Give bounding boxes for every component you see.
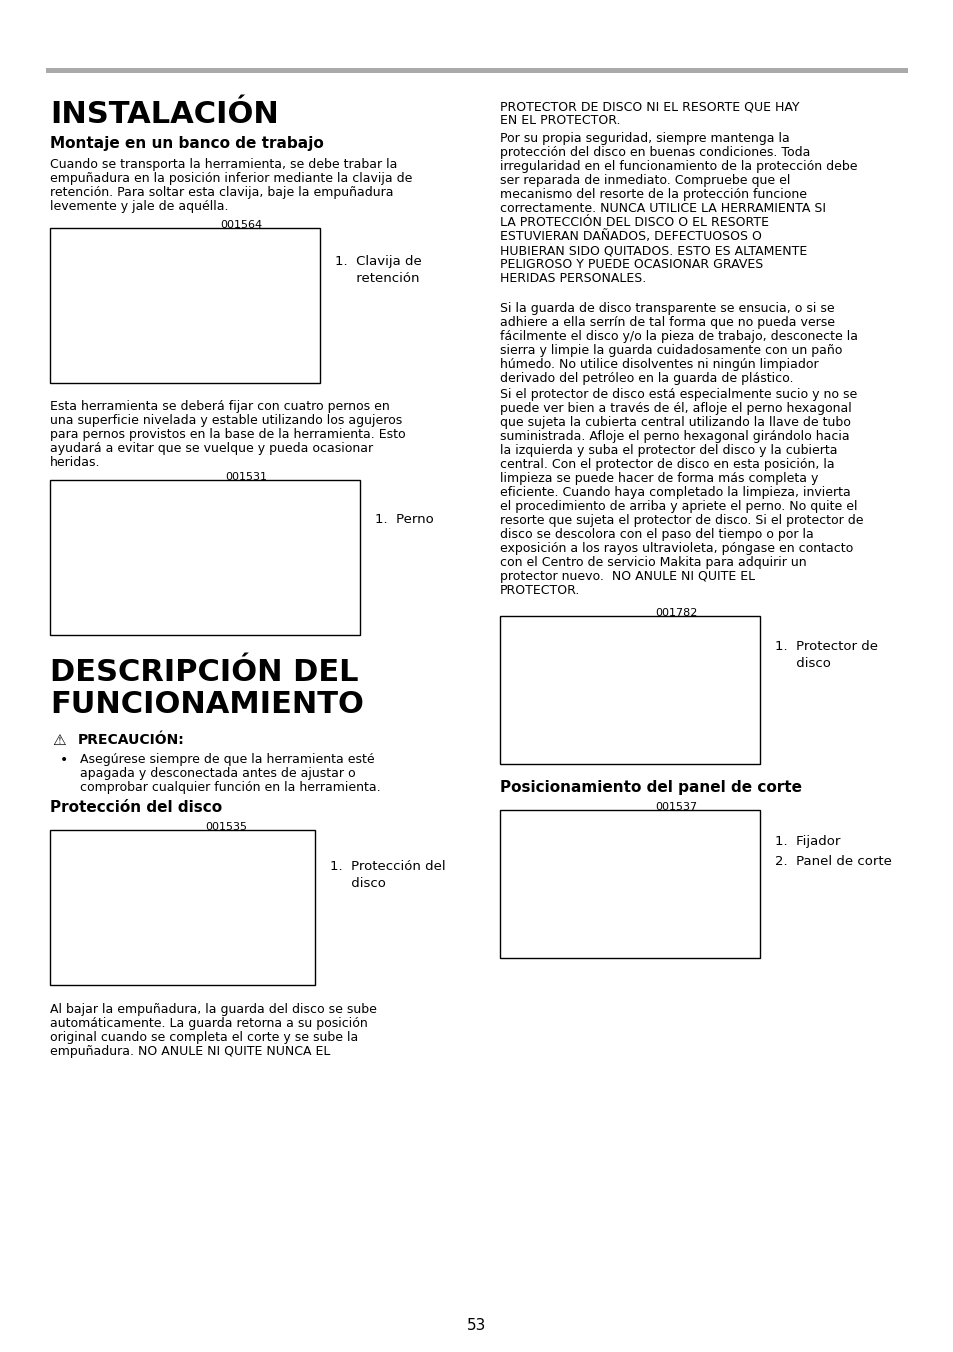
Text: FUNCIONAMIENTO: FUNCIONAMIENTO (50, 690, 363, 719)
Text: irregularidad en el funcionamiento de la protección debe: irregularidad en el funcionamiento de la… (499, 160, 857, 173)
Text: ser reparada de inmediato. Compruebe que el: ser reparada de inmediato. Compruebe que… (499, 174, 789, 187)
Text: eficiente. Cuando haya completado la limpieza, invierta: eficiente. Cuando haya completado la lim… (499, 485, 850, 499)
Text: original cuando se completa el corte y se sube la: original cuando se completa el corte y s… (50, 1032, 358, 1044)
Text: 1.  Fijador: 1. Fijador (774, 836, 840, 848)
Text: suministrada. Afloje el perno hexagonal girándolo hacia: suministrada. Afloje el perno hexagonal … (499, 430, 849, 443)
Text: levemente y jale de aquélla.: levemente y jale de aquélla. (50, 200, 229, 214)
Text: comprobar cualquier función en la herramienta.: comprobar cualquier función en la herram… (80, 781, 380, 794)
Text: 001564: 001564 (220, 220, 262, 230)
Text: Montaje en un banco de trabajo: Montaje en un banco de trabajo (50, 137, 323, 151)
Text: PRECAUCIÓN:: PRECAUCIÓN: (78, 733, 185, 748)
Text: central. Con el protector de disco en esta posición, la: central. Con el protector de disco en es… (499, 458, 834, 470)
Text: 001782: 001782 (655, 608, 697, 618)
Text: •: • (60, 753, 69, 767)
Text: ayudará a evitar que se vuelque y pueda ocasionar: ayudará a evitar que se vuelque y pueda … (50, 442, 373, 456)
Bar (50, 480, 359, 635)
Text: una superficie nivelada y estable utilizando los agujeros: una superficie nivelada y estable utiliz… (50, 414, 402, 427)
Text: Si el protector de disco está especialmente sucio y no se: Si el protector de disco está especialme… (499, 388, 857, 402)
Text: 53: 53 (467, 1318, 486, 1333)
Text: para pernos provistos en la base de la herramienta. Esto: para pernos provistos en la base de la h… (50, 429, 405, 441)
Text: ⚠: ⚠ (52, 733, 66, 748)
Text: 1.  Protector de: 1. Protector de (774, 639, 877, 653)
Text: húmedo. No utilice disolventes ni ningún limpiador: húmedo. No utilice disolventes ni ningún… (499, 358, 818, 370)
Text: Cuando se transporta la herramienta, se debe trabar la: Cuando se transporta la herramienta, se … (50, 158, 397, 170)
Text: la izquierda y suba el protector del disco y la cubierta: la izquierda y suba el protector del dis… (499, 443, 837, 457)
Text: mecanismo del resorte de la protección funcione: mecanismo del resorte de la protección f… (499, 188, 806, 201)
Text: que sujeta la cubierta central utilizando la llave de tubo: que sujeta la cubierta central utilizand… (499, 416, 850, 429)
Text: resorte que sujeta el protector de disco. Si el protector de: resorte que sujeta el protector de disco… (499, 514, 862, 527)
Text: fácilmente el disco y/o la pieza de trabajo, desconecte la: fácilmente el disco y/o la pieza de trab… (499, 330, 857, 343)
Text: HERIDAS PERSONALES.: HERIDAS PERSONALES. (499, 272, 645, 285)
Text: 001537: 001537 (655, 802, 697, 813)
Text: INSTALACIÓN: INSTALACIÓN (50, 100, 278, 128)
Text: disco se descolora con el paso del tiempo o por la: disco se descolora con el paso del tiemp… (499, 529, 813, 541)
Text: 001531: 001531 (225, 472, 267, 483)
Text: Protección del disco: Protección del disco (50, 800, 222, 815)
Text: sierra y limpie la guarda cuidadosamente con un paño: sierra y limpie la guarda cuidadosamente… (499, 343, 841, 357)
Text: protección del disco en buenas condiciones. Toda: protección del disco en buenas condicion… (499, 146, 809, 160)
Text: Posicionamiento del panel de corte: Posicionamiento del panel de corte (499, 780, 801, 795)
Text: empuñadura en la posición inferior mediante la clavija de: empuñadura en la posición inferior media… (50, 172, 412, 185)
Bar (499, 810, 760, 959)
Text: 2.  Panel de corte: 2. Panel de corte (774, 854, 891, 868)
Text: disco: disco (774, 657, 830, 671)
Text: con el Centro de servicio Makita para adquirir un: con el Centro de servicio Makita para ad… (499, 556, 806, 569)
Text: limpieza se puede hacer de forma más completa y: limpieza se puede hacer de forma más com… (499, 472, 818, 485)
Text: DESCRIPCIÓN DEL: DESCRIPCIÓN DEL (50, 658, 358, 687)
Bar (50, 228, 319, 383)
Text: 1.  Clavija de: 1. Clavija de (335, 256, 421, 268)
Text: 001535: 001535 (205, 822, 247, 831)
Text: Asegúrese siempre de que la herramienta esté: Asegúrese siempre de que la herramienta … (80, 753, 375, 767)
Text: PELIGROSO Y PUEDE OCASIONAR GRAVES: PELIGROSO Y PUEDE OCASIONAR GRAVES (499, 258, 762, 270)
Bar (46, 68, 907, 73)
Text: empuñadura. NO ANULE NI QUITE NUNCA EL: empuñadura. NO ANULE NI QUITE NUNCA EL (50, 1045, 330, 1059)
Text: EN EL PROTECTOR.: EN EL PROTECTOR. (499, 114, 619, 127)
Text: el procedimiento de arriba y apriete el perno. No quite el: el procedimiento de arriba y apriete el … (499, 500, 857, 512)
Text: Esta herramienta se deberá fijar con cuatro pernos en: Esta herramienta se deberá fijar con cua… (50, 400, 390, 412)
Text: protector nuevo.  NO ANULE NI QUITE EL: protector nuevo. NO ANULE NI QUITE EL (499, 571, 755, 583)
Text: apagada y desconectada antes de ajustar o: apagada y desconectada antes de ajustar … (80, 767, 355, 780)
Text: Al bajar la empuñadura, la guarda del disco se sube: Al bajar la empuñadura, la guarda del di… (50, 1003, 376, 1015)
Text: 1.  Protección del: 1. Protección del (330, 860, 445, 873)
Text: adhiere a ella serrín de tal forma que no pueda verse: adhiere a ella serrín de tal forma que n… (499, 316, 834, 329)
Text: derivado del petróleo en la guarda de plástico.: derivado del petróleo en la guarda de pl… (499, 372, 793, 385)
Text: disco: disco (330, 877, 385, 890)
Text: LA PROTECCIÓN DEL DISCO O EL RESORTE: LA PROTECCIÓN DEL DISCO O EL RESORTE (499, 216, 768, 228)
Text: Si la guarda de disco transparente se ensucia, o si se: Si la guarda de disco transparente se en… (499, 301, 834, 315)
Text: PROTECTOR.: PROTECTOR. (499, 584, 579, 598)
Text: ESTUVIERAN DAÑADOS, DEFECTUOSOS O: ESTUVIERAN DAÑADOS, DEFECTUOSOS O (499, 230, 761, 243)
Bar (50, 830, 314, 986)
Text: Por su propia seguridad, siempre mantenga la: Por su propia seguridad, siempre manteng… (499, 132, 789, 145)
Text: heridas.: heridas. (50, 456, 100, 469)
Text: 1.  Perno: 1. Perno (375, 512, 434, 526)
Bar (499, 617, 760, 764)
Text: HUBIERAN SIDO QUITADOS. ESTO ES ALTAMENTE: HUBIERAN SIDO QUITADOS. ESTO ES ALTAMENT… (499, 243, 806, 257)
Text: correctamente. NUNCA UTILICE LA HERRAMIENTA SI: correctamente. NUNCA UTILICE LA HERRAMIE… (499, 201, 825, 215)
Text: automáticamente. La guarda retorna a su posición: automáticamente. La guarda retorna a su … (50, 1017, 367, 1030)
Text: puede ver bien a través de él, afloje el perno hexagonal: puede ver bien a través de él, afloje el… (499, 402, 851, 415)
Text: retención: retención (335, 272, 419, 285)
Text: exposición a los rayos ultravioleta, póngase en contacto: exposición a los rayos ultravioleta, pón… (499, 542, 852, 556)
Text: retención. Para soltar esta clavija, baje la empuñadura: retención. Para soltar esta clavija, baj… (50, 187, 393, 199)
Text: PROTECTOR DE DISCO NI EL RESORTE QUE HAY: PROTECTOR DE DISCO NI EL RESORTE QUE HAY (499, 100, 799, 114)
